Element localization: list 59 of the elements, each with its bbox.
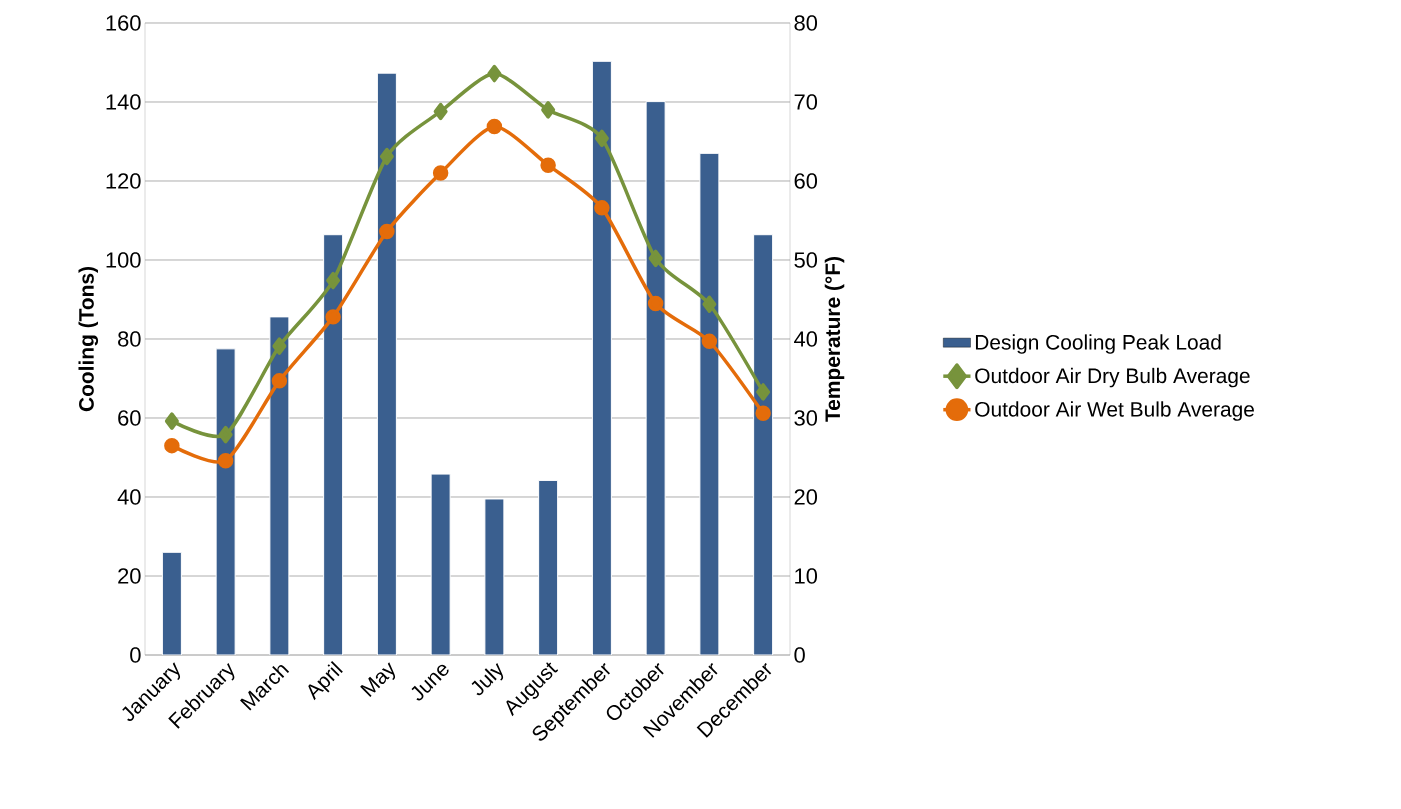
- point: [487, 64, 502, 83]
- bar: [161, 551, 182, 655]
- y-tick-label: 80: [118, 331, 141, 347]
- point: [272, 337, 287, 355]
- x-tick-label: May: [360, 662, 396, 697]
- y-tick-label: 140: [106, 94, 141, 110]
- bar: [591, 60, 612, 655]
- y-tick-label: 120: [106, 173, 141, 189]
- y-tick-label: 20: [118, 568, 141, 584]
- y-tick-label: 160: [106, 15, 141, 31]
- y2-tick-label: 0: [794, 647, 805, 663]
- point: [271, 373, 288, 389]
- point: [594, 129, 609, 148]
- y2-tick-label: 30: [794, 410, 818, 426]
- point: [701, 333, 718, 350]
- point: [379, 147, 394, 166]
- point: [218, 425, 233, 444]
- y-tick-label: 60: [118, 410, 141, 426]
- y2-tick-label: 70: [794, 94, 818, 110]
- y2-tick-label: 60: [794, 173, 818, 189]
- point: [755, 405, 771, 422]
- point: [432, 165, 449, 181]
- point: [326, 271, 341, 290]
- point: [164, 437, 180, 454]
- bar: [753, 234, 774, 655]
- point: [325, 309, 341, 325]
- y-tick-label: 100: [106, 252, 141, 268]
- y2-tick-label: 80: [794, 15, 818, 31]
- point: [164, 412, 179, 430]
- y2-tick-label: 10: [795, 568, 818, 584]
- x-tick-label: July: [471, 662, 504, 696]
- y2-tick-label: 40: [794, 331, 818, 347]
- y-axis-title: Cooling (Tons): [78, 267, 99, 412]
- bar: [376, 72, 397, 655]
- bar: [323, 234, 344, 655]
- point: [217, 452, 234, 469]
- point: [647, 295, 664, 312]
- legend-label: Outdoor Air Wet Bulb Average: [975, 401, 1254, 421]
- point: [541, 101, 556, 119]
- point: [433, 102, 448, 121]
- y2-tick-label: 20: [794, 489, 818, 505]
- bar: [699, 152, 720, 655]
- point: [756, 383, 771, 401]
- bar: [215, 348, 236, 655]
- point: [486, 118, 503, 135]
- point: [702, 295, 717, 313]
- point: [648, 249, 663, 268]
- bar: [269, 316, 290, 655]
- bar: [645, 101, 666, 655]
- point: [379, 223, 395, 240]
- legend-label: Design Cooling Peak Load: [975, 334, 1221, 354]
- y-tick-label: 40: [117, 489, 141, 505]
- point: [594, 200, 610, 216]
- y2-tick-label: 50: [794, 252, 818, 268]
- bar: [538, 479, 559, 655]
- y-tick-label: 0: [130, 647, 141, 663]
- point: [540, 157, 556, 173]
- legend-label: Outdoor Air Dry Bulb Average: [975, 367, 1250, 388]
- y2-axis-title: Temperature (°F): [824, 257, 845, 422]
